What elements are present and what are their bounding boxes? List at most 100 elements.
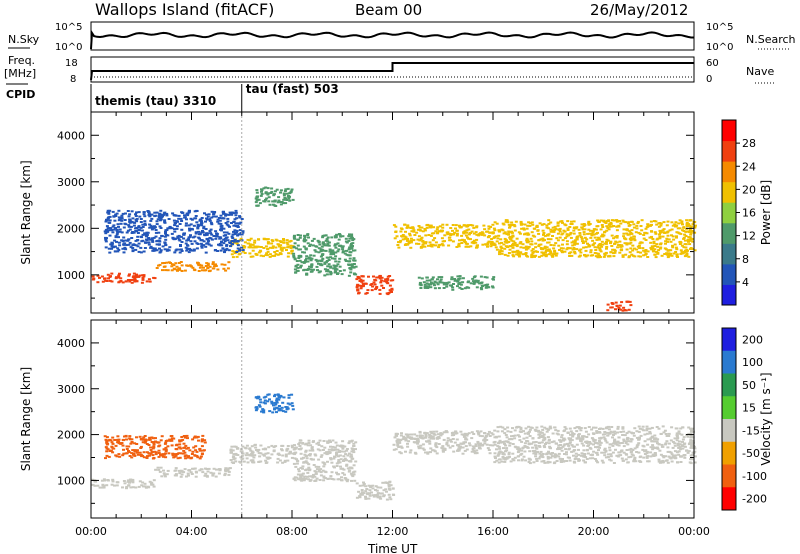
colorbar-segment	[722, 140, 736, 162]
colorbar: 200 100 50 15 -15 -50 -100 -200	[721, 327, 767, 511]
colorbar-tick-label: -50	[742, 447, 760, 460]
nsky-label: N.Sky	[8, 33, 40, 46]
colorbar-segment	[722, 350, 736, 374]
colorbar-frame	[721, 327, 737, 511]
colorbar-segment	[722, 181, 736, 203]
colorbar-segment	[722, 263, 736, 285]
colorbar-tick-label: -15	[742, 424, 760, 437]
colorbar-segment	[722, 464, 736, 488]
colorbar-tick-label: 24	[742, 160, 756, 173]
freq-panel: Freq. [MHz] 18 8 60 0 Nave	[4, 54, 775, 85]
colorbar-tick-label: 15	[742, 402, 756, 415]
mode-label: tau (fast) 503	[246, 82, 339, 96]
y-tick-label: 3000	[57, 383, 85, 396]
date-title: 26/May/2012	[590, 1, 688, 19]
colorbar-label: Velocity [m s⁻¹]	[759, 372, 773, 465]
colorbar-segment	[722, 396, 736, 420]
colorbar-segment	[722, 441, 736, 465]
colorbar-segment	[722, 222, 736, 244]
scatter-band	[254, 393, 295, 414]
scatter-band	[493, 219, 697, 259]
x-tick-label: 08:00	[276, 525, 308, 538]
colorbar-segment	[722, 202, 736, 224]
colorbar-tick-label: 8	[742, 253, 749, 266]
colorbar-tick-label: 200	[742, 333, 763, 346]
cpid-modes: themis (tau) 3310 tau (fast) 503	[90, 82, 339, 112]
scatter-band	[292, 439, 358, 483]
nsky-panel: N.Sky 10^5 10^0 10^5 10^0 N.Search	[8, 21, 796, 53]
scatter-band	[229, 443, 295, 464]
scatter-band	[493, 425, 697, 465]
nave-tick-high: 60	[706, 58, 719, 69]
site-title: Wallops Island (fitACF)	[95, 0, 274, 19]
cpid-label: CPID	[6, 88, 35, 101]
colorbar-segment	[722, 161, 736, 183]
nsky-tick-high: 10^5	[55, 22, 82, 33]
colorbar-label: Power [dB]	[759, 180, 773, 245]
x-tick-label: 00:00	[678, 525, 710, 538]
beam-title: Beam 00	[355, 1, 422, 19]
freq-label: Freq.	[8, 54, 35, 67]
y-tick-label: 3000	[57, 176, 85, 189]
nsky-tick-low: 10^0	[55, 42, 82, 53]
y-tick-label: 1000	[57, 474, 85, 487]
colorbar-tick-label: 100	[742, 356, 763, 369]
colorbar-tick-label: -100	[742, 470, 767, 483]
x-tick-label: 00:00	[75, 525, 107, 538]
x-axis-label: Time UT	[367, 542, 418, 554]
nsearch-label: N.Search	[746, 33, 796, 46]
freq-tick-high: 18	[65, 58, 78, 69]
scatter-band	[103, 209, 245, 254]
colorbar-segment	[722, 373, 736, 397]
mode-label: themis (tau) 3310	[95, 94, 216, 108]
colorbar-tick-label: 50	[742, 379, 756, 392]
power-panel: 1000 2000 3000 4000 Slant Range [km] 4 8 12 16 20…	[19, 111, 773, 314]
colorbar-segment	[722, 419, 736, 443]
nsearch-tick-high: 10^5	[706, 22, 733, 33]
colorbar-segment	[722, 328, 736, 352]
freq-frame	[90, 56, 695, 83]
scatter-band	[392, 430, 496, 455]
y-axis-label: Slant Range [km]	[19, 160, 33, 264]
colorbar-segment	[722, 243, 736, 265]
x-tick-label: 20:00	[578, 525, 610, 538]
x-tick-label: 12:00	[377, 525, 409, 538]
y-tick-label: 1000	[57, 269, 85, 282]
y-tick-label: 4000	[57, 129, 85, 142]
nave-tick-low: 0	[706, 74, 712, 85]
colorbar-tick-label: 16	[742, 207, 756, 220]
colorbar-segment	[722, 487, 736, 511]
x-tick-label: 04:00	[176, 525, 208, 538]
nsearch-tick-low: 10^0	[706, 42, 733, 53]
scatter-band	[355, 274, 395, 296]
colorbar-tick-label: 20	[742, 183, 756, 196]
x-tick-label: 16:00	[477, 525, 509, 538]
colorbar-tick-label: 12	[742, 230, 756, 243]
y-axis-label: Slant Range [km]	[19, 367, 33, 471]
scatter-band	[91, 478, 156, 490]
nsky-trace	[90, 29, 694, 50]
freq-unit-label: [MHz]	[4, 67, 36, 80]
scatter-band	[91, 272, 157, 284]
colorbar-segment	[722, 284, 736, 306]
colorbar: 4 8 12 16 20 24 28	[721, 119, 756, 306]
nave-label: Nave	[746, 65, 774, 78]
freq-trace	[90, 62, 694, 81]
scatter-band	[606, 300, 633, 312]
scatter-band	[417, 275, 496, 291]
y-tick-label: 2000	[57, 222, 85, 235]
scatter-band	[292, 233, 358, 277]
scatter-band	[254, 186, 295, 207]
scatter-band	[155, 261, 231, 273]
colorbar-segment	[722, 120, 736, 142]
scatter-band	[103, 434, 207, 460]
scatter-band	[355, 480, 396, 501]
y-tick-label: 2000	[57, 429, 85, 442]
y-tick-label: 4000	[57, 337, 85, 350]
velocity-panel: 1000 2000 3000 4000 00:00 04:00 08:00 12:00 16:0…	[19, 319, 773, 538]
freq-tick-low: 8	[70, 74, 76, 85]
colorbar-tick-label: -200	[742, 493, 767, 506]
colorbar-tick-label: 28	[742, 137, 756, 150]
scatter-band	[154, 466, 232, 478]
